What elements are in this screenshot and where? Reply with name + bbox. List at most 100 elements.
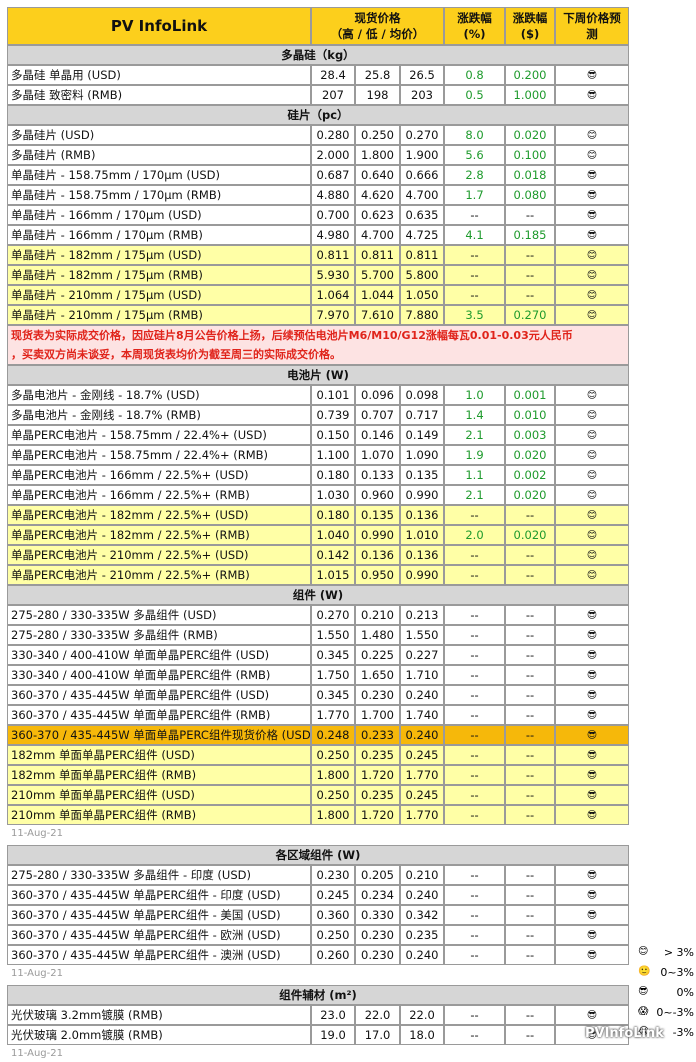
cell: 1.710 [400,665,444,685]
cell: -- [444,665,505,685]
row-name: 210mm 单面单晶PERC组件 (USD) [7,785,311,805]
cell: 0.260 [311,945,355,965]
cell: 2.8 [444,165,505,185]
header-line: 下周价格预 [563,11,621,25]
forecast-icon: 😎 [555,945,629,965]
row-name: 单晶PERC电池片 - 182mm / 22.5%+ (RMB) [7,525,311,545]
cell: 8.0 [444,125,505,145]
cell: 0.280 [311,125,355,145]
cell: 0.185 [505,225,555,245]
cell: 2.0 [444,525,505,545]
cell: 1.100 [311,445,355,465]
cell: -- [505,765,555,785]
forecast-icon: 😎 [555,205,629,225]
cell: -- [444,805,505,825]
cell: -- [505,1025,555,1045]
cell: 0.101 [311,385,355,405]
cell: -- [505,705,555,725]
cell: -- [444,725,505,745]
cell: 0.717 [400,405,444,425]
cell: 0.149 [400,425,444,445]
cell: -- [444,905,505,925]
row-name: 182mm 单面单晶PERC组件 (RMB) [7,765,311,785]
cell: 1.1 [444,465,505,485]
row-name: 360-370 / 435-445W 单晶PERC组件 - 澳洲 (USD) [7,945,311,965]
row-name: 360-370 / 435-445W 单面单晶PERC组件 (RMB) [7,705,311,725]
cell: 2.1 [444,485,505,505]
forecast-icon: 😊 [555,245,629,265]
forecast-icon: 😎 [555,85,629,105]
cell: -- [505,905,555,925]
row-name: 多晶电池片 - 金刚线 - 18.7% (USD) [7,385,311,405]
header-line: 涨跌幅 [457,11,492,25]
cell: 4.980 [311,225,355,245]
cell: 5.930 [311,265,355,285]
cell: 1.050 [400,285,444,305]
cell: 0.245 [400,785,444,805]
forecast-icon: 😎 [555,1005,629,1025]
cell: 1.800 [311,805,355,825]
row-name: 单晶PERC电池片 - 158.75mm / 22.4%+ (USD) [7,425,311,445]
cell: 1.044 [355,285,400,305]
cell: 0.235 [355,785,400,805]
cell: 26.5 [400,65,444,85]
cell: -- [444,265,505,285]
row-name: 多晶硅 致密料 (RMB) [7,85,311,105]
row-name: 360-370 / 435-445W 单晶PERC组件 - 欧洲 (USD) [7,925,311,945]
legend-icon: 😎 [638,986,649,997]
cell: 1.900 [400,145,444,165]
cell: -- [505,945,555,965]
cell: 0.960 [355,485,400,505]
cell: 22.0 [355,1005,400,1025]
cell: 1.550 [400,625,444,645]
cell: 1.770 [400,805,444,825]
cell: 23.0 [311,1005,355,1025]
cell: -- [505,505,555,525]
cell: -- [505,885,555,905]
pct-header: 涨跌幅 (%) [444,7,505,45]
cell: 0.010 [505,405,555,425]
cell: 0.990 [400,565,444,585]
cell: 0.230 [355,685,400,705]
cell: -- [444,705,505,725]
section-title: 组件 (W) [7,585,629,605]
cell: 1.030 [311,485,355,505]
price-header: 现货价格 （高 / 低 / 均价） [311,7,444,45]
row-name: 多晶电池片 - 金刚线 - 18.7% (RMB) [7,405,311,425]
cell: 0.270 [400,125,444,145]
row-name: 330-340 / 400-410W 单面单晶PERC组件 (USD) [7,645,311,665]
cell: 4.880 [311,185,355,205]
cell: -- [444,245,505,265]
cell: 5.6 [444,145,505,165]
cell: 0.270 [505,305,555,325]
cell: 0.700 [311,205,355,225]
row-name: 单晶硅片 - 182mm / 175μm (RMB) [7,265,311,285]
forecast-icon: 😊 [555,565,629,585]
cell: -- [444,945,505,965]
cell: 0.250 [311,785,355,805]
cell: 0.205 [355,865,400,885]
cell: 0.150 [311,425,355,445]
header-line: ($) [520,27,540,41]
forecast-icon: 😎 [555,885,629,905]
forecast-icon: 😎 [555,185,629,205]
forecast-icon: 😎 [555,745,629,765]
cell: 0.020 [505,125,555,145]
cell: 207 [311,85,355,105]
cell: -- [505,1005,555,1025]
forecast-icon: 😎 [555,665,629,685]
forecast-icon: 😊 [555,125,629,145]
header-line: 测 [586,27,598,41]
cell: 0.018 [505,165,555,185]
row-name: 330-340 / 400-410W 单面单晶PERC组件 (RMB) [7,665,311,685]
cell: 0.342 [400,905,444,925]
cell: -- [444,765,505,785]
cell: 0.230 [311,865,355,885]
header-line: （高 / 低 / 均价） [330,27,425,41]
cell: -- [444,685,505,705]
cell: 7.610 [355,305,400,325]
cell: 0.240 [400,725,444,745]
row-name: 单晶PERC电池片 - 158.75mm / 22.4%+ (RMB) [7,445,311,465]
legend-label: -3% [672,1026,694,1039]
cell: 1.0 [444,385,505,405]
